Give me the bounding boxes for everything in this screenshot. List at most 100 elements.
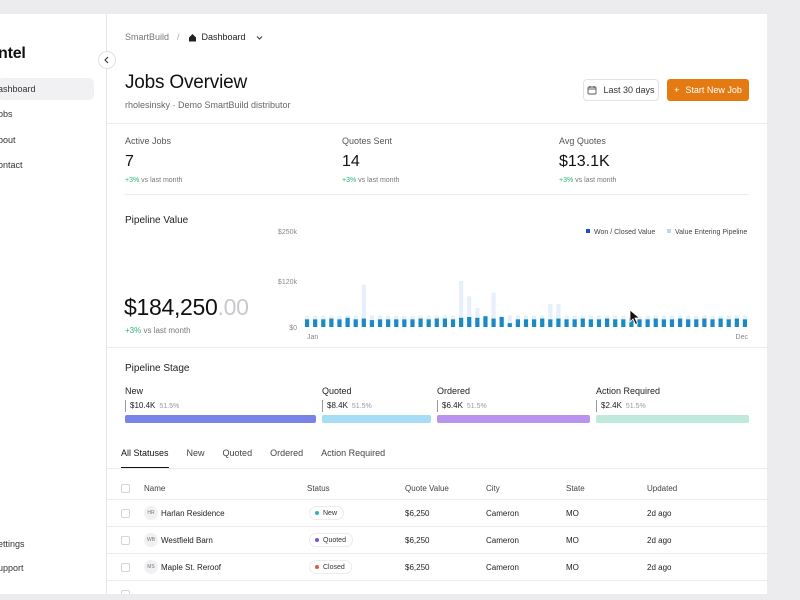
- home-icon: [188, 33, 196, 41]
- tab-all-statuses[interactable]: All Statuses: [121, 448, 169, 468]
- won-bar: [677, 318, 683, 327]
- row-checkbox[interactable]: [121, 563, 130, 572]
- won-bar: [386, 319, 391, 327]
- stage-bar: [125, 415, 316, 423]
- column-header-quote-value[interactable]: Quote Value: [405, 484, 449, 493]
- cell-city: Cameron: [486, 536, 519, 545]
- status-label: New: [323, 509, 338, 517]
- pipeline-bar: [556, 303, 561, 327]
- tab-ordered[interactable]: Ordered: [270, 448, 304, 458]
- start-new-job-button[interactable]: + Start New Job: [667, 79, 749, 101]
- column-header-city[interactable]: City: [486, 484, 500, 493]
- column-header-status[interactable]: Status: [307, 484, 330, 493]
- tab-quoted[interactable]: Quoted: [222, 448, 253, 458]
- column-header-state[interactable]: State: [566, 484, 585, 493]
- x-tick-label: Dec: [736, 334, 749, 339]
- column-header-updated[interactable]: Updated: [647, 484, 678, 493]
- y-tick-label: $250k: [278, 229, 298, 236]
- brand-logo: ntel: [0, 45, 26, 62]
- column-header-name[interactable]: Name: [144, 484, 166, 493]
- date-range-label: Last 30 days: [603, 85, 655, 95]
- stage-amount: $6.4K 51.5%: [437, 400, 590, 412]
- status-dot: [315, 565, 319, 569]
- won-bar: [532, 319, 537, 327]
- pipeline-value-decimals: .00: [217, 294, 249, 320]
- breadcrumb-root[interactable]: SmartBuild: [125, 32, 170, 42]
- status-badge: Closed: [309, 560, 352, 574]
- sidebar-item-dashboard[interactable]: ashboard: [0, 78, 94, 100]
- cell-quote-value: $6,250: [405, 563, 430, 572]
- sidebar-item-about[interactable]: bout: [0, 129, 94, 151]
- status-badge: New: [309, 506, 345, 520]
- pipeline-bar: [467, 296, 472, 327]
- tab-action-required[interactable]: Action Required: [321, 448, 386, 458]
- sidebar-item-jobs[interactable]: obs: [0, 103, 94, 125]
- start-new-job-label: Start New Job: [685, 85, 742, 95]
- stage-name: New: [125, 386, 144, 396]
- won-bar: [653, 318, 658, 327]
- table-row[interactable]: HR Harlan Residence New $6,250 Cameron M…: [107, 499, 767, 526]
- stage-bar: [596, 415, 749, 423]
- won-bar: [540, 318, 545, 327]
- stage-pct: 51.5%: [466, 403, 487, 410]
- table-row[interactable]: [107, 580, 767, 594]
- stage-amount-value: $8.4K: [327, 401, 348, 410]
- won-bar: [353, 319, 358, 327]
- table-row[interactable]: WB Westfield Barn Quoted $6,250 Cameron …: [107, 526, 767, 553]
- won-bar: [377, 319, 383, 327]
- won-bar: [304, 319, 310, 327]
- stat-quotes-sent: Quotes Sent 14 +3% vs last month: [342, 136, 399, 184]
- pipeline-bar: [459, 280, 464, 327]
- collapse-sidebar-button[interactable]: [98, 51, 116, 69]
- sidebar-item-label: obs: [0, 109, 13, 119]
- y-tick-label: $0: [289, 325, 297, 332]
- won-bar: [321, 319, 326, 327]
- won-bar: [337, 319, 342, 327]
- tab-new[interactable]: New: [186, 448, 205, 458]
- cell-state: MO: [566, 536, 579, 545]
- won-bar: [410, 319, 415, 327]
- sidebar-item-label: ontact: [0, 160, 23, 170]
- stage-amount: $10.4K 51.5%: [125, 400, 316, 412]
- won-bar: [434, 318, 439, 327]
- breadcrumb: SmartBuild / Dashboard: [125, 32, 264, 42]
- won-bar: [734, 318, 739, 327]
- sidebar-item-settings[interactable]: ettings: [0, 533, 94, 555]
- cell-name: Harlan Residence: [161, 509, 225, 518]
- page-title: Jobs Overview: [125, 72, 247, 93]
- row-checkbox[interactable]: [121, 536, 130, 545]
- sidebar-item-label: upport: [0, 563, 24, 573]
- row-checkbox[interactable]: [121, 590, 130, 594]
- won-bar: [467, 317, 472, 327]
- chevron-left-icon: [104, 56, 109, 64]
- won-bar: [515, 319, 520, 327]
- cell-city: Cameron: [486, 563, 519, 572]
- delta-value: +3%: [559, 177, 574, 184]
- stage-pct: 51.5%: [351, 403, 372, 410]
- won-bar: [686, 319, 691, 327]
- sidebar-item-contact[interactable]: ontact: [0, 154, 94, 176]
- breadcrumb-current[interactable]: Dashboard: [188, 32, 264, 42]
- table-row[interactable]: MS Maple St. Reroof Closed $6,250 Camero…: [107, 553, 767, 580]
- pipeline-bar: [491, 292, 496, 327]
- select-all-checkbox[interactable]: [121, 484, 130, 493]
- date-range-button[interactable]: Last 30 days: [583, 79, 659, 101]
- row-checkbox[interactable]: [121, 509, 130, 518]
- status-badge: Quoted: [309, 533, 353, 547]
- cell-updated: 2d ago: [647, 536, 672, 545]
- sidebar-item-support[interactable]: upport: [0, 557, 94, 579]
- won-bar: [499, 317, 504, 327]
- won-bar: [450, 319, 456, 327]
- delta-value: +3%: [125, 326, 142, 335]
- divider: [107, 347, 767, 348]
- won-bar: [613, 319, 618, 327]
- avatar: HR: [144, 506, 158, 520]
- won-bar: [710, 319, 715, 327]
- won-bar: [621, 319, 626, 327]
- stage-name: Ordered: [437, 386, 471, 396]
- y-tick-label: $120k: [278, 279, 298, 286]
- status-label: Quoted: [323, 536, 346, 544]
- stat-label: Avg Quotes: [559, 136, 606, 146]
- pipeline-bar: [548, 303, 553, 327]
- breadcrumb-current-label: Dashboard: [201, 32, 246, 42]
